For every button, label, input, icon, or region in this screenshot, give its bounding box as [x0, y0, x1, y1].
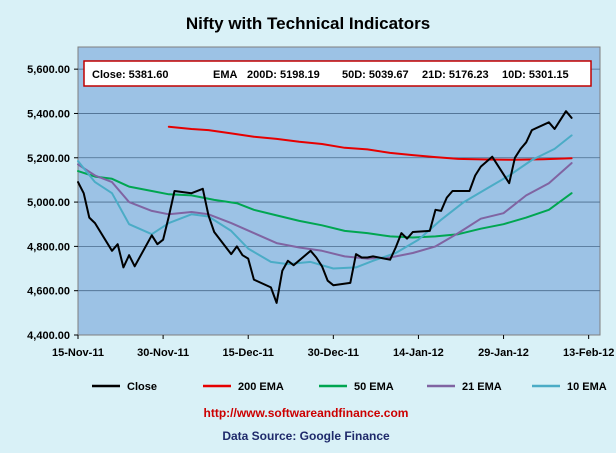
- info-200d: 200D: 5198.19: [247, 69, 320, 81]
- data-source-label: Data Source: Google Finance: [222, 429, 390, 443]
- y-axis-tick-labels: 4,400.00 4,600.00 4,800.00 5,000.00 5,200.00…: [27, 64, 78, 342]
- series-line-10-ema: [77, 134, 573, 270]
- y-tick-label: 5,200.00: [27, 153, 70, 165]
- x-tick-label: 14-Jan-12: [393, 347, 444, 359]
- legend-label: 21 EMA: [462, 381, 502, 393]
- y-tick-label: 5,400.00: [27, 108, 70, 120]
- legend-label: Close: [127, 381, 157, 393]
- x-tick-label: 13-Feb-12: [563, 347, 614, 359]
- series-line-21-ema: [77, 162, 573, 260]
- y-tick-label: 4,400.00: [27, 330, 70, 342]
- x-tick-label: 15-Dec-11: [223, 347, 274, 359]
- series-line-200-ema: [167, 125, 573, 161]
- x-tick-label: 15-Nov-11: [52, 347, 104, 359]
- info-close: Close: 5381.60: [92, 69, 168, 81]
- info-50d: 50D: 5039.67: [342, 69, 409, 81]
- info-ema: EMA: [213, 69, 238, 81]
- legend: Close 200 EMA 50 EMA 21 EMA 10 EMA: [92, 381, 607, 393]
- source-url: http://www.softwareandfinance.com: [204, 406, 409, 420]
- y-tick-label: 4,600.00: [27, 286, 70, 298]
- x-axis-tick-labels: 15-Nov-11 30-Nov-11 15-Dec-11 30-Dec-11 14-J…: [52, 335, 614, 359]
- info-21d: 21D: 5176.23: [422, 69, 489, 81]
- y-tick-label: 4,800.00: [27, 241, 70, 253]
- y-tick-label: 5,600.00: [27, 64, 70, 76]
- legend-label: 50 EMA: [354, 381, 394, 393]
- plot-area: [77, 46, 601, 336]
- y-tick-label: 5,000.00: [27, 197, 70, 209]
- info-box: Close: 5381.60 EMA 200D: 5198.19 50D: 50…: [83, 60, 592, 87]
- series-line-close: [77, 110, 573, 304]
- series-layer: [77, 110, 573, 304]
- x-tick-label: 30-Dec-11: [308, 347, 359, 359]
- legend-label: 200 EMA: [238, 381, 284, 393]
- x-tick-label: 30-Nov-11: [137, 347, 189, 359]
- legend-label: 10 EMA: [567, 381, 607, 393]
- x-tick-label: 29-Jan-12: [478, 347, 529, 359]
- chart-title: Nifty with Technical Indicators: [186, 14, 430, 33]
- series-line-50-ema: [77, 170, 573, 239]
- info-box-frame: [83, 60, 592, 87]
- info-10d: 10D: 5301.15: [502, 69, 569, 81]
